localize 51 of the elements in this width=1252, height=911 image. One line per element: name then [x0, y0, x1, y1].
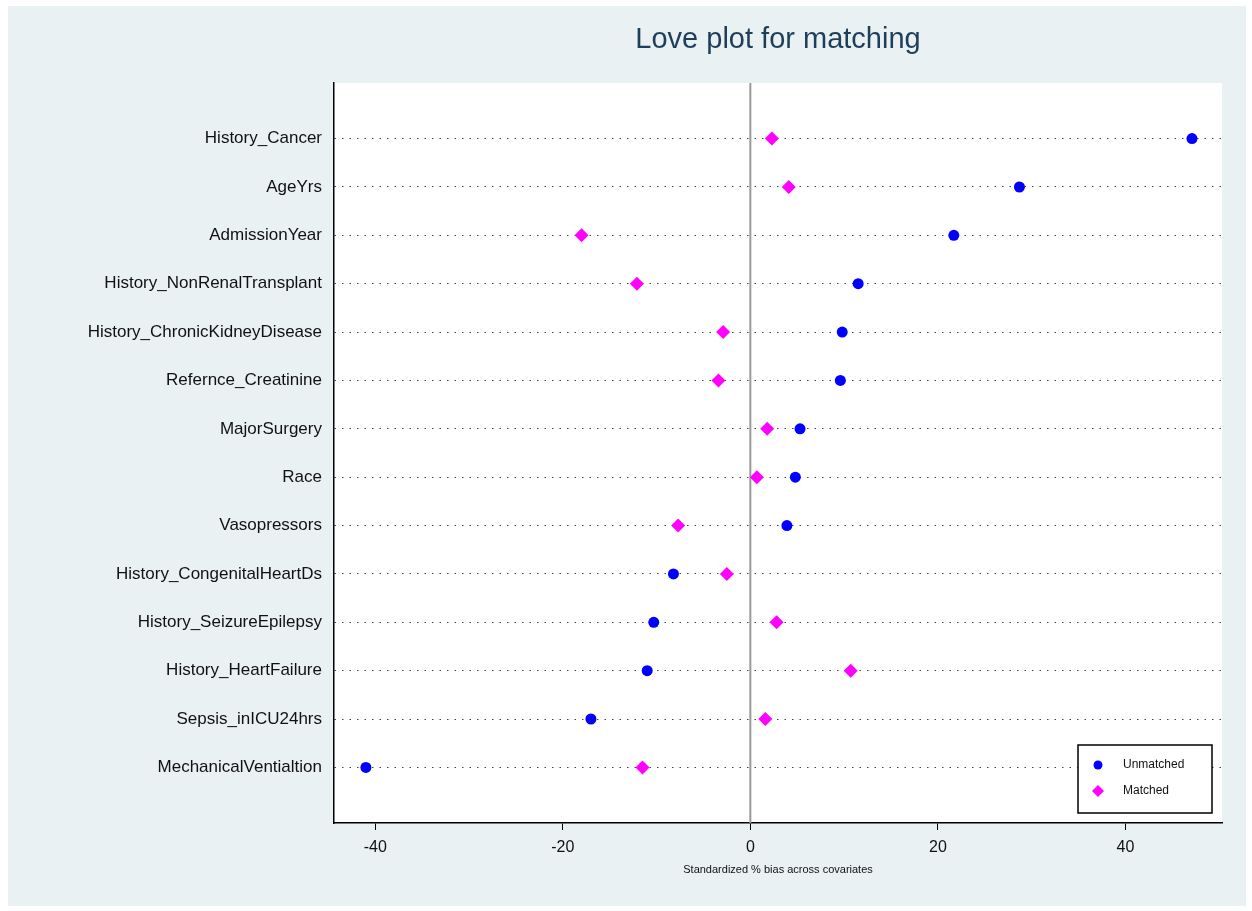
point [360, 761, 372, 773]
point [716, 325, 731, 340]
y-tick-label: History_CongenitalHeartDs [116, 563, 322, 583]
x-tick-label: 20 [928, 838, 947, 856]
point [667, 568, 679, 580]
point [836, 326, 848, 338]
x-axis-title: Standardized % bias across covariates [683, 863, 874, 876]
point [585, 713, 597, 725]
point [671, 518, 686, 533]
chart-title: Love plot for matching [635, 22, 921, 54]
point [764, 131, 779, 146]
point [749, 470, 764, 485]
point [648, 616, 660, 628]
x-tick-label: 0 [745, 838, 755, 856]
y-tick-label: AgeYrs [266, 176, 322, 196]
y-tick-label: Refernce_Creatinine [166, 370, 322, 390]
y-tick-label: History_NonRenalTransplant [104, 273, 323, 293]
y-tick-label: Vasopressors [219, 515, 322, 535]
y-tick-label: History_ChronicKidneyDisease [87, 321, 322, 341]
point [852, 278, 864, 290]
point [843, 663, 858, 678]
y-tick-label: MajorSurgery [219, 418, 323, 438]
point [574, 228, 589, 243]
point [711, 373, 726, 388]
x-tick-label: -20 [551, 838, 575, 856]
x-tick-label: -40 [363, 838, 387, 856]
y-tick-label: Sepsis_inICU24hrs [176, 708, 322, 728]
point [758, 712, 773, 727]
y-tick-label: MechanicalVentialtion [157, 757, 322, 777]
point [948, 229, 960, 241]
point [629, 276, 644, 291]
point [781, 179, 796, 194]
x-tick-label: 40 [1116, 838, 1135, 856]
point [834, 374, 846, 386]
point [769, 615, 784, 630]
point [760, 421, 775, 436]
y-tick-label: History_SeizureEpilepsy [137, 611, 323, 631]
y-tick-label: History_Cancer [204, 128, 323, 148]
y-tick-label: History_HeartFailure [166, 660, 322, 680]
point [1013, 181, 1025, 193]
y-tick-label: AdmissionYear [209, 225, 323, 245]
legend-label: Unmatched [1123, 757, 1185, 772]
point [794, 423, 806, 435]
point [641, 665, 653, 677]
point [1186, 133, 1198, 145]
point [635, 760, 650, 775]
point [781, 520, 793, 532]
point [789, 471, 801, 483]
legend-label: Matched [1123, 783, 1170, 798]
point [719, 566, 734, 581]
y-tick-label: Race [282, 466, 322, 486]
